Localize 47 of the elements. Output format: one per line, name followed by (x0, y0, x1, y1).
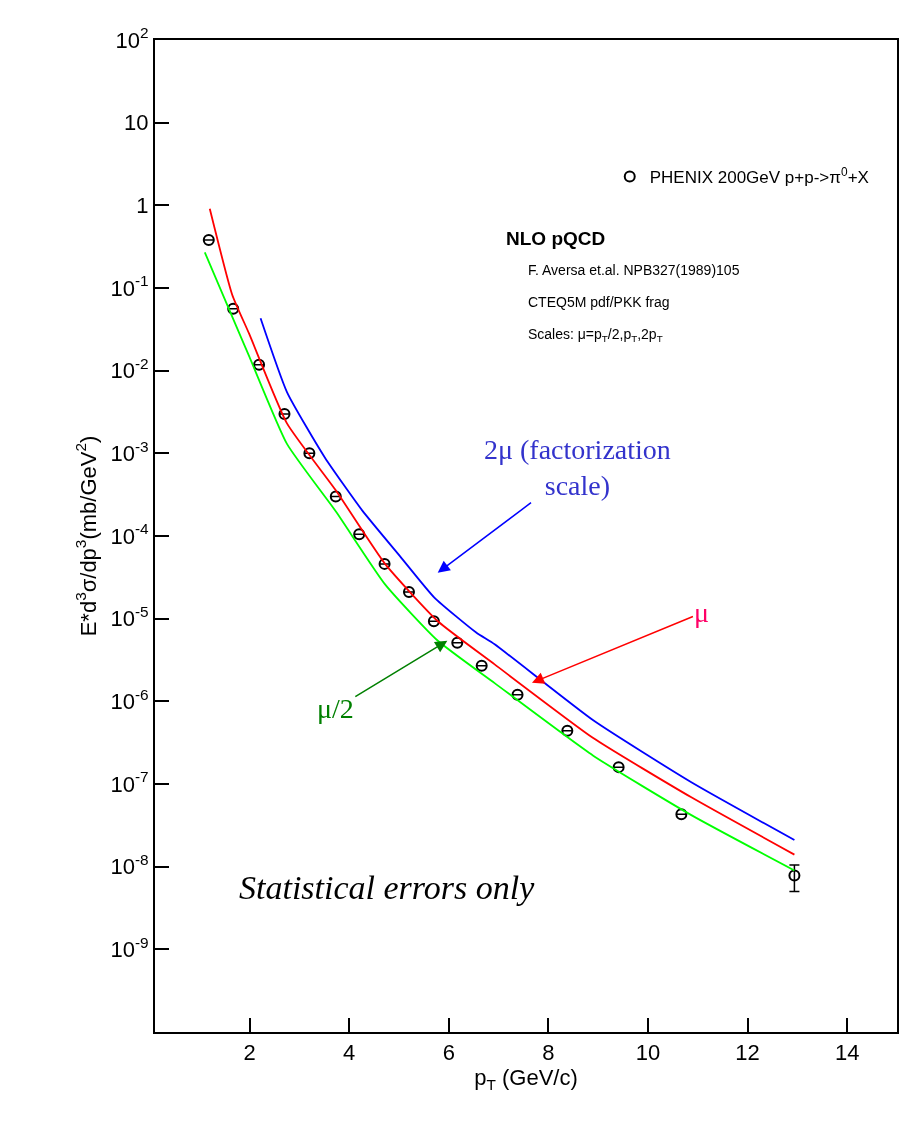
annotation: μ (694, 597, 710, 628)
point (788, 869, 801, 882)
x-tick-label: 10 (635, 1040, 661, 1066)
y-tick-label: 10 (124, 110, 149, 136)
y-tick-label: 10$^{-5}$ (110, 603, 149, 632)
annotation: Scales: μ=p$_{T}$/2,p$_{T}$,2p$_{T}$ (528, 326, 663, 344)
y-tick-label: 10$^{-8}$ (110, 851, 149, 880)
x-tick-label: 6 (442, 1040, 455, 1066)
y-tick-label: 1 (136, 193, 149, 219)
x-tick-label: 4 (343, 1040, 356, 1066)
legend-label: PHENIX 200GeV p+p->π$^{0}$+X (649, 165, 869, 188)
point (475, 659, 488, 672)
point (329, 490, 342, 503)
point (278, 407, 291, 420)
point (612, 761, 625, 774)
y-tick-label: 10$^{-4}$ (110, 520, 150, 549)
y-tick-label: 10$^{-7}$ (110, 768, 149, 797)
line-series (259, 317, 796, 841)
point (451, 636, 464, 649)
annotation: F. Aversa et.al. NPB327(1989)105 (528, 262, 740, 278)
point (675, 808, 688, 821)
point (561, 724, 574, 737)
point (427, 615, 440, 628)
point (378, 557, 391, 570)
x-tick-label: 12 (735, 1040, 760, 1066)
y-tick-label: 10$^{-3}$ (110, 437, 149, 467)
annotation: Statistical errors only (239, 869, 536, 906)
y-tick-label: 10$^{-2}$ (110, 355, 149, 384)
x-axis-title: p$_{T}$ (GeV/c) (474, 1065, 578, 1094)
y-tick-label: 10$^{-9}$ (110, 933, 149, 963)
x-tick-label: 8 (542, 1040, 555, 1066)
point (227, 302, 240, 315)
annotation: μ/2 (317, 693, 354, 724)
y-tick-label: 10$^{-6}$ (110, 685, 149, 715)
point (303, 447, 316, 460)
point (402, 586, 415, 599)
point (511, 688, 524, 701)
point (202, 234, 215, 247)
x-tick-label: 2 (243, 1040, 256, 1066)
point (253, 358, 266, 371)
annotation: NLO pQCD (506, 228, 606, 249)
y-tick-label: 10$^{2}$ (115, 24, 149, 53)
point (353, 528, 366, 541)
x-tick-label: 14 (834, 1040, 860, 1066)
annotation: 2μ (factorization scale) (484, 434, 671, 502)
y-tick-label: 10$^{-1}$ (110, 272, 149, 301)
annotation: CTEQ5M pdf/PKK frag (528, 294, 670, 310)
